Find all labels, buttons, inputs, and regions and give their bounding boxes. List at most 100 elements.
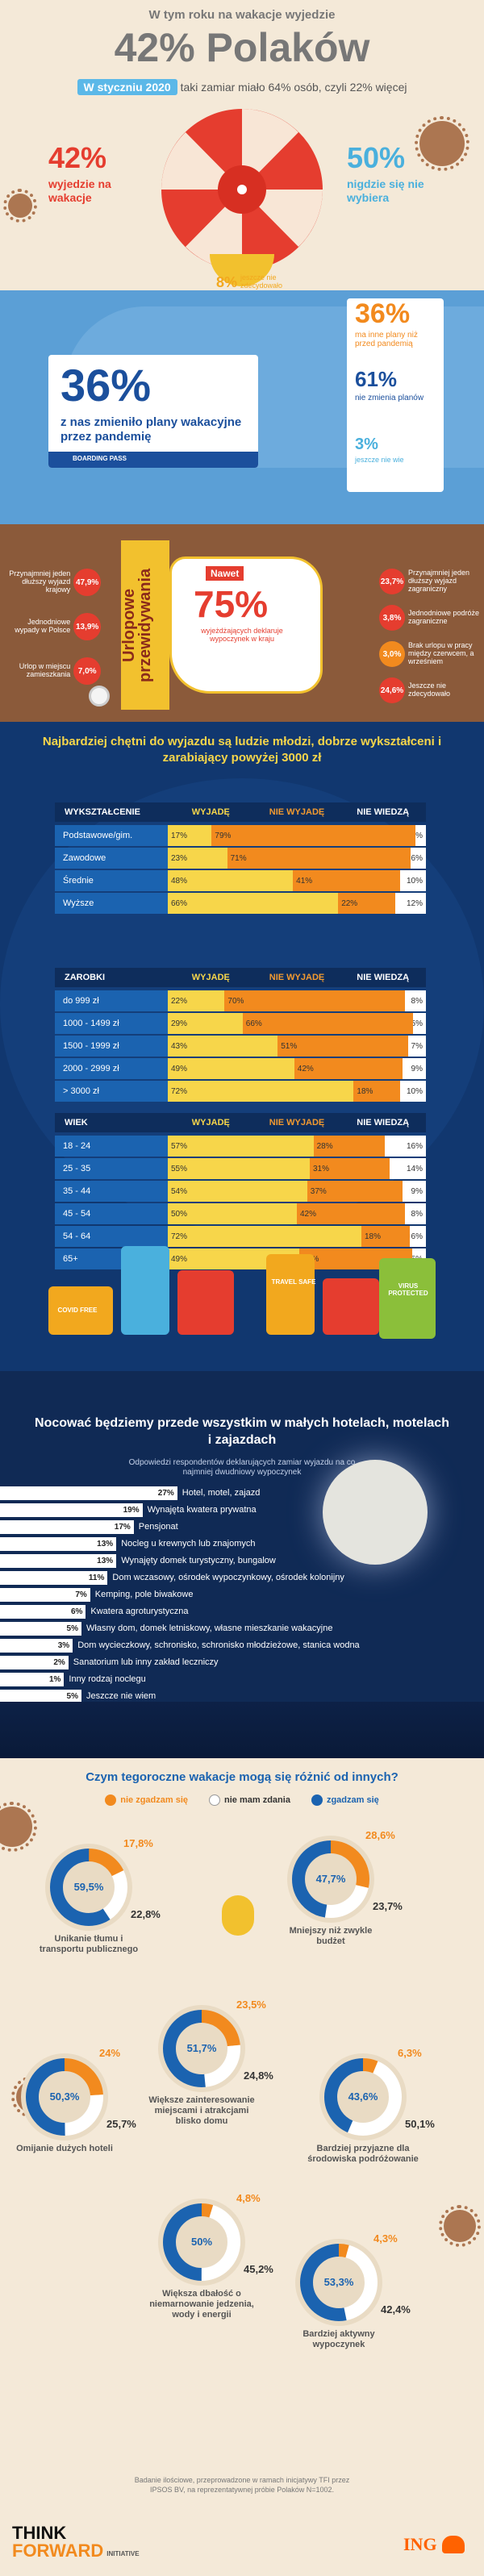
- donut-agree: 50%: [190, 2236, 213, 2248]
- row-bar: 17%79%4%: [168, 825, 426, 846]
- think-forward-logo: THINK FORWARD INITIATIVE: [12, 2524, 140, 2560]
- donut-neutral: 42,4%: [381, 2303, 411, 2315]
- donut-neutral: 23,7%: [373, 1900, 403, 1912]
- donut-neutral: 22,8%: [131, 1908, 161, 1920]
- donut-chart: [287, 1836, 374, 1923]
- virus-icon: [3, 189, 37, 223]
- bar-dk: 8%: [405, 990, 426, 1011]
- bar-no: 42%: [294, 1058, 403, 1079]
- legend-neutral: nie mam zdania: [209, 1794, 290, 1806]
- accom-row: 1% Inny rodzaj noclegu: [0, 1672, 146, 1686]
- donut-label: Bardziej aktywny wypoczynek: [302, 2329, 375, 2350]
- bar-yes: 66%: [168, 893, 339, 914]
- bar-no: 18%: [361, 1226, 410, 1247]
- row-bar: 57% 28% 16%: [168, 1136, 426, 1157]
- bar-yes: 55%: [168, 1158, 310, 1179]
- table-row: 65+49%42%5%: [55, 1248, 426, 1269]
- accom-row: 13% Nocleg u krewnych lub znajomych: [0, 1536, 256, 1551]
- col-dk: NIE WIEDZĄ: [357, 973, 410, 982]
- row-bar: 54% 37% 9%: [168, 1181, 426, 1202]
- accom-row: 27% Hotel, motel, zajazd: [0, 1486, 260, 1500]
- donut-chart: [158, 2199, 245, 2286]
- row-label: 1500 - 1999 zł: [55, 1036, 168, 1057]
- sandals-icon: [222, 1895, 254, 1936]
- umbrella-icon: [161, 109, 323, 286]
- donut-chart: [319, 2053, 407, 2140]
- map-right-item: 3,0% Brak urlopu w pracy między czerwcem,…: [379, 641, 480, 667]
- donut-segment-neutral: [50, 1849, 127, 1926]
- logo-think: THINK: [12, 2523, 67, 2543]
- accom-label: Inny rodzaj noclegu: [69, 1674, 146, 1684]
- bar-no: 28%: [313, 1136, 386, 1157]
- bar-dk: 9%: [403, 1181, 426, 1202]
- suitcase-icon: [177, 1270, 234, 1335]
- legend-agree: zgadzam się: [311, 1794, 379, 1806]
- bar-no: 79%: [211, 825, 416, 846]
- row-bar: 55% 31% 14%: [168, 1158, 426, 1179]
- bar-no: 37%: [307, 1181, 403, 1202]
- lion-icon: [441, 2536, 465, 2553]
- right-label: nigdzie się nie wybiera: [347, 177, 424, 204]
- accom-label: Kemping, pole biwakowe: [94, 1590, 194, 1599]
- row-bar: 49% 42% 9%: [168, 1058, 426, 1079]
- row-label: 45 - 54: [55, 1203, 168, 1224]
- diff-title: Czym tegoroczne wakacje mogą się różnić …: [86, 1770, 398, 1784]
- accom-label: Sanatorium lub inny zakład leczniczy: [73, 1657, 219, 1667]
- row-label: 18 - 24: [55, 1136, 168, 1157]
- map-item-pct: 7,0%: [73, 657, 101, 685]
- bar-dk: 12%: [394, 893, 426, 914]
- logo-forward-wrap: FORWARD INITIATIVE: [12, 2542, 140, 2560]
- ticket-p1: 36%: [355, 298, 411, 329]
- suitcase-label: COVID FREE: [57, 1307, 98, 1314]
- accom-pct: 13%: [0, 1536, 117, 1551]
- donut-segment-agree: [292, 1840, 369, 1918]
- donut-segment-neutral: [163, 2203, 240, 2281]
- donut-segment-agree: [26, 2058, 103, 2136]
- header-section: W tym roku na wakacje wyjedzie 42% Polak…: [0, 0, 484, 290]
- bar-dk: 7%: [407, 1036, 426, 1057]
- bar-yes: 17%: [168, 825, 212, 846]
- col-yes: WYJADĘ: [191, 807, 230, 817]
- row-bar: 22% 70% 8%: [168, 990, 426, 1011]
- accom-section: Nocować będziemy przede wszystkim w mały…: [0, 1371, 484, 1758]
- bar-dk: 10%: [399, 1081, 426, 1102]
- legend-swatch: [209, 1794, 221, 1806]
- accom-row: 2% Sanatorium lub inny zakład leczniczy: [0, 1655, 219, 1669]
- map-item-pct: 13,9%: [73, 613, 101, 640]
- bar-dk: 9%: [403, 1058, 426, 1079]
- row-label: Zawodowe: [55, 848, 168, 869]
- accom-pct: 6%: [0, 1604, 86, 1619]
- bar-dk: 5%: [412, 1013, 426, 1034]
- accom-row: 6% Kwatera agroturystyczna: [0, 1604, 188, 1619]
- donut-neutral: 24,8%: [244, 2070, 273, 2082]
- donut-agree: 51,7%: [186, 2042, 217, 2054]
- ticket-p2: 61%: [355, 367, 398, 391]
- row-bar: 66% 22% 12%: [168, 893, 426, 914]
- bar-yes: 50%: [168, 1203, 297, 1224]
- donut-label: Unikanie tłumu i transportu publicznego: [39, 1934, 139, 1955]
- table-group-title: ZAROBKI: [65, 973, 106, 982]
- map-item-text: Jednodniowe podróże zagraniczne: [408, 609, 480, 625]
- row-label: 25 - 35: [55, 1158, 168, 1179]
- donut-agree: 47,7%: [315, 1873, 346, 1885]
- accom-label: Hotel, motel, zajazd: [182, 1488, 261, 1498]
- bar-dk: 8%: [405, 1203, 426, 1224]
- table-row: 35 - 44 54% 37% 9%: [55, 1181, 426, 1202]
- accom-pct: 13%: [0, 1553, 117, 1568]
- suitcase-icon: [48, 1286, 113, 1335]
- row-label: 54 - 64: [55, 1226, 168, 1247]
- col-dk: NIE WIEDZĄ: [357, 1118, 410, 1128]
- virus-icon: [0, 1802, 37, 1852]
- virus-icon: [439, 2205, 481, 2247]
- row-bar: 48% 41% 10%: [168, 870, 426, 891]
- table-header: WYKSZTAŁCENIE WYJADĘ NIE WYJADĘ NIE WIEDZĄ: [55, 802, 426, 822]
- row-label: > 3000 zł: [55, 1081, 168, 1102]
- table-group-title: WIEK: [65, 1118, 88, 1128]
- legend-disagree: nie zgadzam się: [105, 1794, 188, 1806]
- table-group-title: WYKSZTAŁCENIE: [65, 807, 140, 817]
- donut-segment-neutral: [292, 1840, 369, 1918]
- map-item-text: Przynajmniej jeden dłuższy wyjazd zagran…: [408, 569, 470, 593]
- donut-segment-agree: [163, 2010, 240, 2087]
- accom-row: 11% Dom wczasowy, ośrodek wypoczynkowy, o…: [0, 1570, 344, 1585]
- accom-row: 17% Pensjonat: [0, 1519, 178, 1534]
